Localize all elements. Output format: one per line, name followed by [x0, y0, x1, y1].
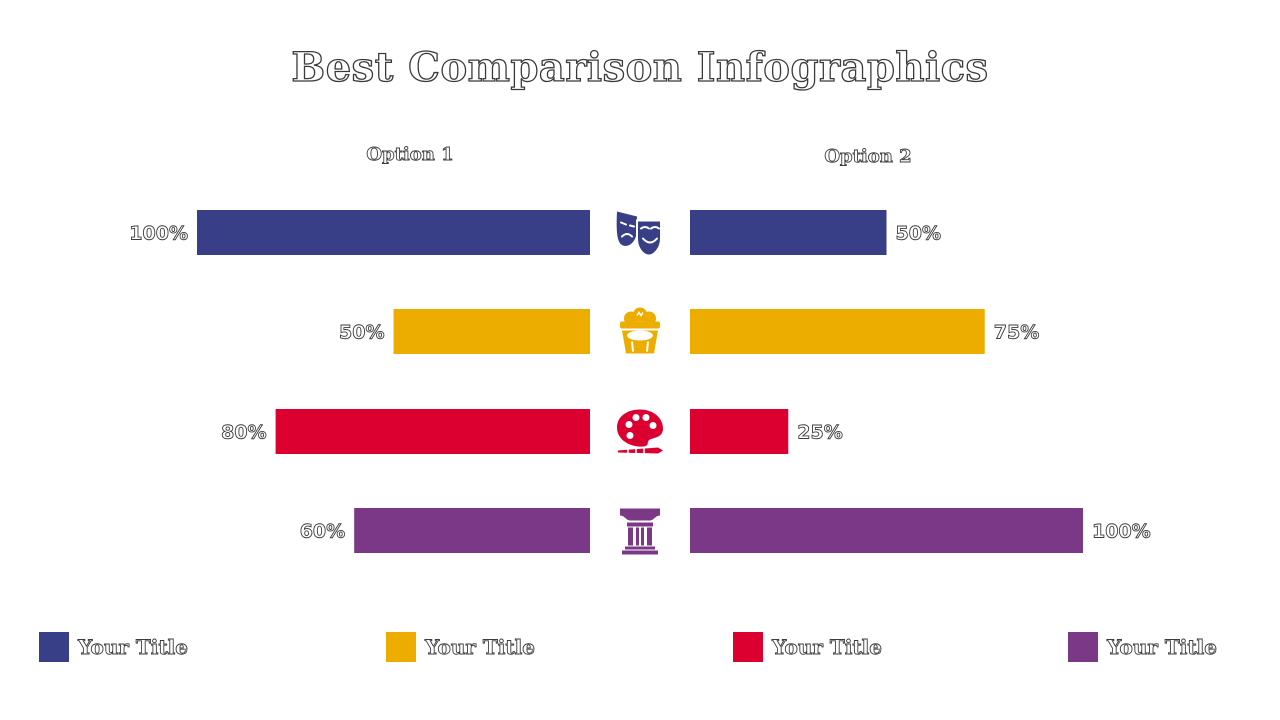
bar-option-2 [690, 210, 887, 255]
legend-label: Your Title [1107, 635, 1218, 660]
legend-swatch [386, 632, 416, 662]
comparison-chart: 100% 50% 50% 75% 80% 25% 60% 100% [129, 210, 1151, 555]
option-2-header: Option 2 [824, 146, 912, 168]
legend-item-2: Your Title [386, 632, 535, 662]
legend-swatch [733, 632, 763, 662]
theater-masks-icon [616, 211, 662, 257]
bar-option-1 [275, 409, 590, 454]
legend-item-4: Your Title [1068, 632, 1217, 662]
legend-label: Your Title [425, 635, 536, 660]
value-label-option-1: 80% [221, 422, 266, 444]
bar-option-2 [690, 409, 789, 454]
legend-label: Your Title [78, 635, 189, 660]
paint-palette-icon [617, 409, 663, 454]
bar-option-2 [690, 309, 985, 354]
bar-option-1 [197, 210, 590, 255]
value-label-option-2: 75% [994, 322, 1039, 344]
option-1-header: Option 1 [366, 144, 454, 166]
legend-swatch [39, 632, 69, 662]
value-label-option-2: 50% [896, 223, 941, 245]
legend-label: Your Title [772, 635, 883, 660]
legend-swatch [1068, 632, 1098, 662]
value-label-option-2: 25% [797, 422, 842, 444]
legend-item-3: Your Title [733, 632, 882, 662]
popcorn-icon [620, 307, 660, 354]
bar-option-1 [393, 309, 590, 354]
bar-option-1 [354, 508, 590, 553]
column-pillar-icon [620, 508, 660, 555]
value-label-option-1: 100% [129, 223, 188, 245]
legend-item-1: Your Title [39, 632, 188, 662]
chart-title: Best Comparison Infographics [291, 43, 989, 91]
value-label-option-1: 50% [339, 322, 384, 344]
value-label-option-2: 100% [1092, 521, 1151, 543]
bar-option-2 [690, 508, 1083, 553]
value-label-option-1: 60% [300, 521, 345, 543]
